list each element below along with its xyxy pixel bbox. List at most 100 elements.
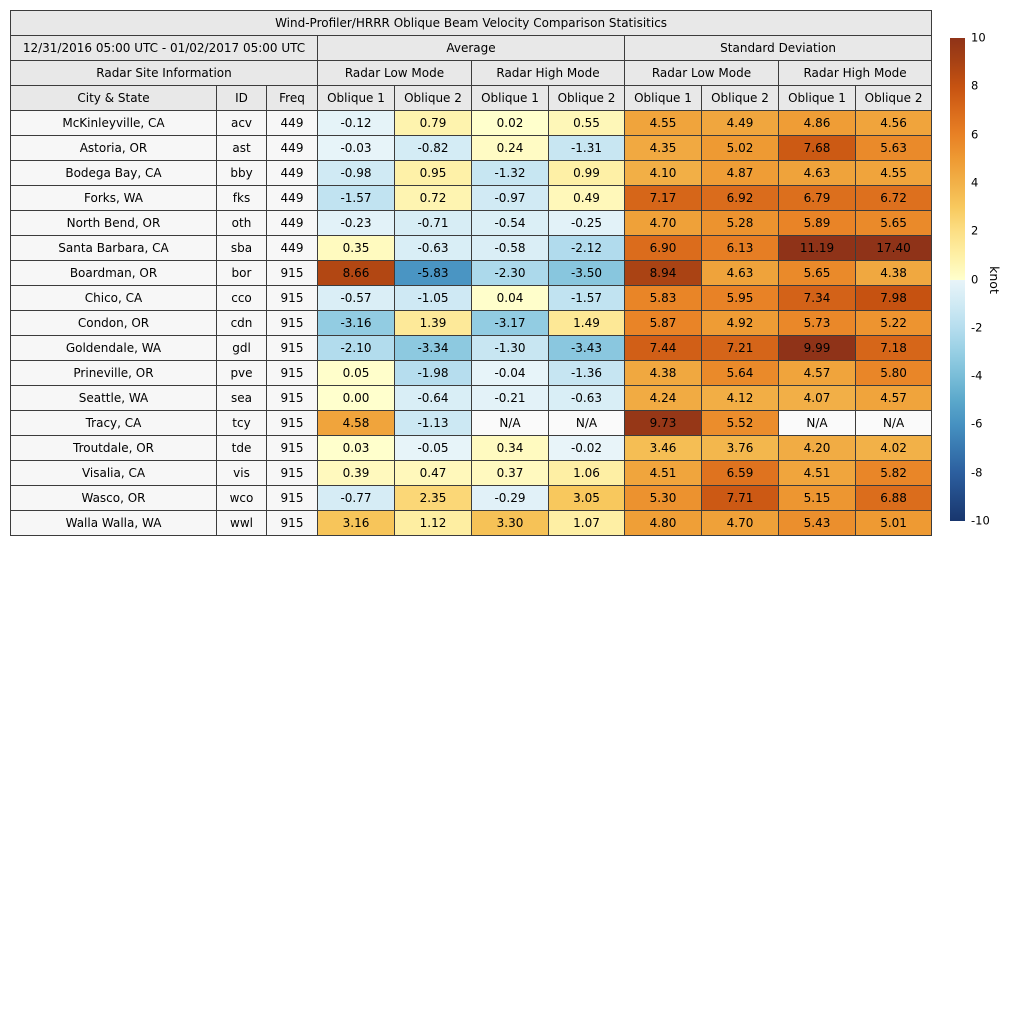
site-id-cell: gdl — [216, 335, 267, 361]
city-state-cell: Condon, OR — [10, 310, 217, 336]
value-cell: 4.63 — [778, 160, 856, 186]
value-cell: 5.95 — [701, 285, 779, 311]
value-cell: 0.03 — [317, 435, 395, 461]
mode-row: Radar Site Information Radar Low Mode Ra… — [10, 60, 933, 86]
col-std-high-oblique1: Oblique 1 — [778, 85, 856, 111]
value-cell: -3.17 — [471, 310, 549, 336]
value-cell: -3.34 — [394, 335, 472, 361]
table-row: Boardman, OR bor 915 8.66 -5.83 -2.30 -3.50 8.9… — [10, 260, 933, 286]
value-cell: 8.94 — [624, 260, 702, 286]
value-cell: -2.10 — [317, 335, 395, 361]
value-cell: -0.57 — [317, 285, 395, 311]
city-state-cell: North Bend, OR — [10, 210, 217, 236]
value-cell: -1.31 — [548, 135, 625, 161]
value-cell: 7.71 — [701, 485, 779, 511]
value-cell: -1.30 — [471, 335, 549, 361]
group-row: 12/31/2016 05:00 UTC - 01/02/2017 05:00 … — [10, 35, 933, 61]
freq-cell: 449 — [266, 160, 318, 186]
value-cell: 4.57 — [854, 385, 933, 411]
table-row: Forks, WA fks 449 -1.57 0.72 -0.97 0.49 7.17 6.9… — [10, 185, 933, 211]
site-id-cell: tde — [216, 435, 267, 461]
colorbar-tick-label: 4 — [971, 175, 979, 190]
colorbar-negative-half — [950, 279, 965, 521]
value-cell: 5.30 — [624, 485, 702, 511]
value-cell: 4.07 — [778, 385, 856, 411]
value-cell: 5.63 — [854, 135, 933, 161]
value-cell: 7.34 — [778, 285, 856, 311]
col-avg-high-oblique1: Oblique 1 — [471, 85, 549, 111]
city-state-cell: Forks, WA — [10, 185, 217, 211]
value-cell: 4.70 — [701, 510, 779, 536]
city-state-cell: Troutdale, OR — [10, 435, 217, 461]
value-cell: 6.59 — [701, 460, 779, 486]
value-cell: -1.36 — [548, 360, 625, 386]
value-cell: 5.89 — [778, 210, 856, 236]
value-cell: 5.80 — [854, 360, 933, 386]
table-row: Tracy, CA tcy 915 4.58 -1.13 N/A N/A 9.73 5.52 N/… — [10, 410, 933, 436]
value-cell: 4.49 — [701, 110, 779, 136]
freq-cell: 449 — [266, 110, 318, 136]
value-cell: 4.92 — [701, 310, 779, 336]
table-row: Wasco, OR wco 915 -0.77 2.35 -0.29 3.05 5.30 7.7… — [10, 485, 933, 511]
value-cell: 3.16 — [317, 510, 395, 536]
value-cell: 4.56 — [854, 110, 933, 136]
value-cell: -0.21 — [471, 385, 549, 411]
value-cell: -0.25 — [548, 210, 625, 236]
site-id-cell: vis — [216, 460, 267, 486]
value-cell: 0.95 — [394, 160, 472, 186]
value-cell: 5.15 — [778, 485, 856, 511]
value-cell: -1.57 — [548, 285, 625, 311]
value-cell: -0.63 — [548, 385, 625, 411]
value-cell: 4.55 — [624, 110, 702, 136]
freq-cell: 915 — [266, 485, 318, 511]
colorbar-tick-label: -4 — [971, 368, 983, 383]
value-cell: 5.73 — [778, 310, 856, 336]
colorbar-gradient — [950, 38, 965, 521]
value-cell: 3.05 — [548, 485, 625, 511]
city-state-cell: Wasco, OR — [10, 485, 217, 511]
value-cell: 3.76 — [701, 435, 779, 461]
value-cell: 5.82 — [854, 460, 933, 486]
value-cell: -1.05 — [394, 285, 472, 311]
site-id-cell: bor — [216, 260, 267, 286]
city-state-cell: Walla Walla, WA — [10, 510, 217, 536]
colorbar-positive-half — [950, 38, 965, 280]
value-cell: 1.49 — [548, 310, 625, 336]
value-cell: 0.47 — [394, 460, 472, 486]
value-cell: 6.13 — [701, 235, 779, 261]
value-cell: 5.43 — [778, 510, 856, 536]
value-cell: 11.19 — [778, 235, 856, 261]
table-row: Seattle, WA sea 915 0.00 -0.64 -0.21 -0.63 4.24… — [10, 385, 933, 411]
city-state-cell: Bodega Bay, CA — [10, 160, 217, 186]
value-cell: 5.83 — [624, 285, 702, 311]
value-cell: 0.34 — [471, 435, 549, 461]
value-cell: 6.92 — [701, 185, 779, 211]
value-cell: -0.82 — [394, 135, 472, 161]
colorbar: 10 8 6 4 2 0 -2 -4 -6 -8 -10 knot — [950, 32, 1024, 526]
city-state-cell: Prineville, OR — [10, 360, 217, 386]
value-cell: 1.07 — [548, 510, 625, 536]
value-cell: -0.77 — [317, 485, 395, 511]
value-cell: -1.98 — [394, 360, 472, 386]
value-cell: 9.73 — [624, 410, 702, 436]
city-state-cell: Seattle, WA — [10, 385, 217, 411]
table-row: Troutdale, OR tde 915 0.03 -0.05 0.34 -0.02 3.4… — [10, 435, 933, 461]
value-cell: 5.02 — [701, 135, 779, 161]
value-cell: -0.54 — [471, 210, 549, 236]
value-cell: -0.05 — [394, 435, 472, 461]
value-cell: 7.98 — [854, 285, 933, 311]
value-cell: 0.24 — [471, 135, 549, 161]
value-cell: 0.79 — [394, 110, 472, 136]
value-cell: 3.46 — [624, 435, 702, 461]
value-cell: 3.30 — [471, 510, 549, 536]
value-cell: N/A — [548, 410, 625, 436]
value-cell: 0.55 — [548, 110, 625, 136]
value-cell: -0.02 — [548, 435, 625, 461]
table-row: Visalia, CA vis 915 0.39 0.47 0.37 1.06 4.51 6.5… — [10, 460, 933, 486]
value-cell: 5.28 — [701, 210, 779, 236]
freq-cell: 449 — [266, 135, 318, 161]
value-cell: -0.03 — [317, 135, 395, 161]
value-cell: -0.23 — [317, 210, 395, 236]
value-cell: 6.90 — [624, 235, 702, 261]
